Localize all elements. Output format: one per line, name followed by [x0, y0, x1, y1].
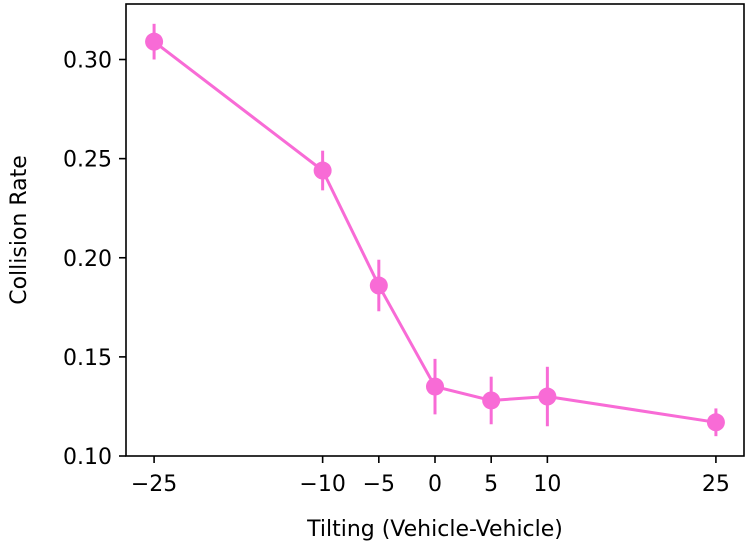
series-layer — [145, 23, 725, 437]
y-axis: 0.10 0.15 0.20 0.25 0.30 — [63, 49, 126, 470]
x-tick-label: 25 — [702, 472, 730, 497]
x-axis: −25 −10 −5 0 5 10 25 — [131, 456, 730, 497]
data-point — [706, 413, 725, 432]
x-tick-label: 5 — [484, 472, 498, 497]
y-tick-label: 0.25 — [63, 148, 112, 173]
data-point — [369, 276, 388, 295]
data-point — [426, 377, 444, 396]
y-tick-label: 0.20 — [63, 247, 112, 272]
y-tick-label: 0.30 — [63, 49, 112, 74]
x-tick-label: −5 — [363, 472, 395, 497]
data-point — [538, 387, 557, 406]
x-tick-label: −25 — [131, 472, 177, 497]
y-axis-label: Collision Rate — [7, 155, 32, 305]
y-tick-label: 0.10 — [63, 445, 112, 470]
data-point — [313, 161, 332, 180]
x-tick-label: 0 — [428, 472, 442, 497]
data-point — [482, 391, 501, 410]
y-tick-label: 0.15 — [63, 346, 112, 371]
x-tick-label: 10 — [533, 472, 561, 497]
data-point — [145, 32, 164, 51]
x-tick-label: −10 — [299, 472, 345, 497]
x-axis-label: Tilting (Vehicle-Vehicle) — [306, 517, 563, 542]
